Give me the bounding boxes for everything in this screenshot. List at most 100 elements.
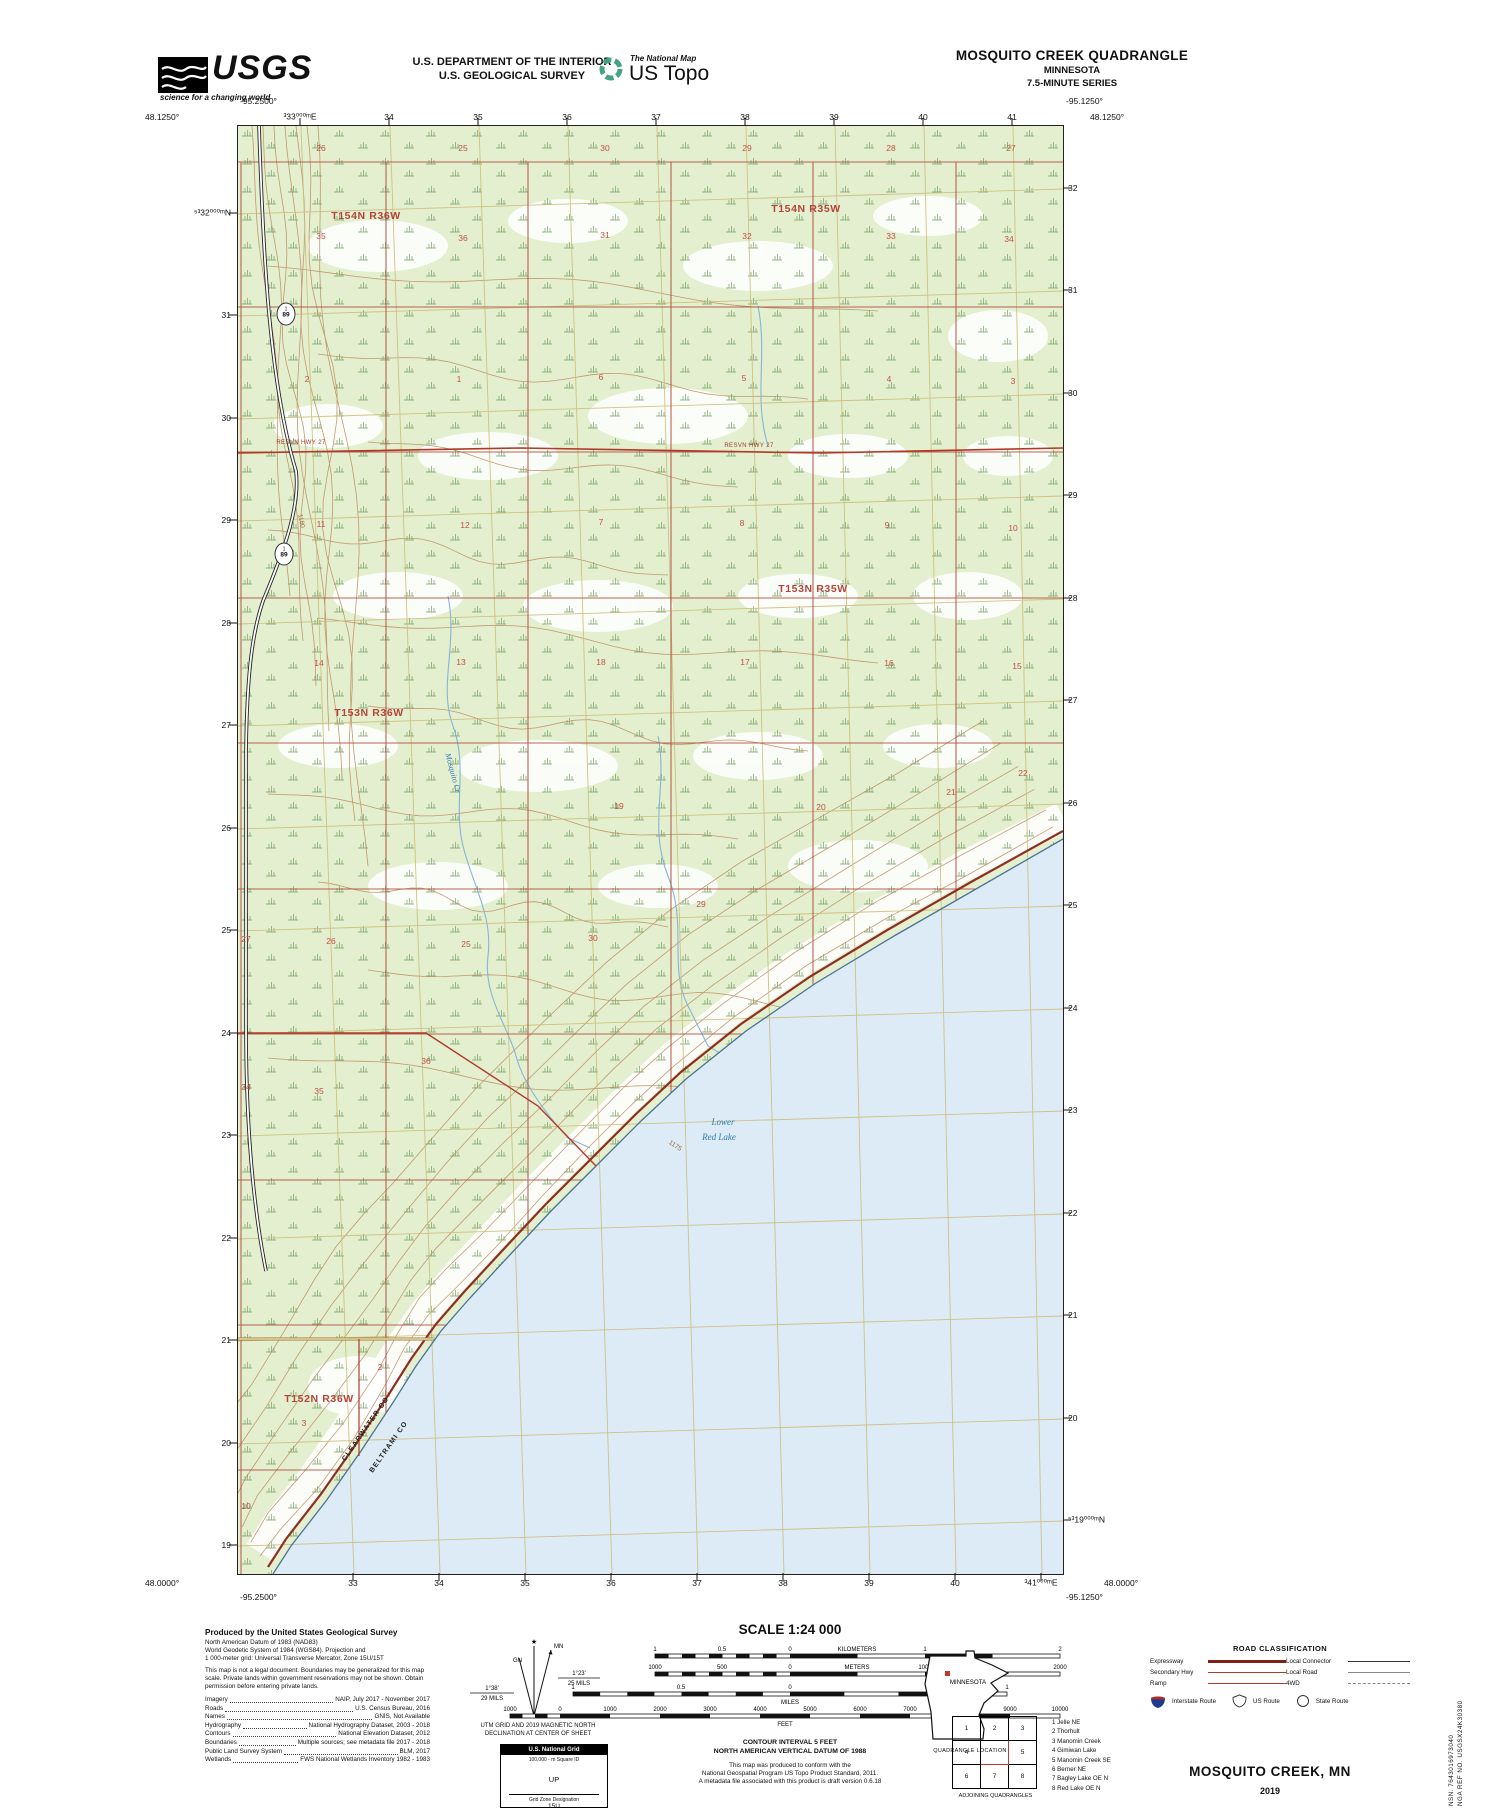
svg-text:1000: 1000 xyxy=(603,1707,617,1713)
section-number: 15 xyxy=(1012,661,1022,671)
declination-caption-line1: UTM GRID AND 2019 MAGNETIC NORTH xyxy=(480,1723,596,1729)
datum-line: 1 000-meter grid: Universal Transverse M… xyxy=(205,1655,384,1662)
adjoin-cell: 5 xyxy=(1008,1740,1037,1765)
section-number: 26 xyxy=(316,143,326,153)
standard-note-line: This map was produced to conform with th… xyxy=(729,1762,851,1769)
svg-text:MILES: MILES xyxy=(781,1700,799,1706)
grid-coordinate-label: ⁵³19⁰⁰⁰ᵐN xyxy=(1068,1514,1106,1525)
grid-coordinate-label: 24 xyxy=(1068,1003,1078,1013)
grid-coordinate-label: 21 xyxy=(221,1335,231,1345)
ustopo-name: US Topo xyxy=(629,62,710,85)
grid-coordinate-label: ³33⁰⁰⁰ᵐE xyxy=(283,111,317,122)
credit-leader xyxy=(229,1696,334,1704)
svg-text:0: 0 xyxy=(788,1665,792,1671)
usgs-tagline: science for a changing world xyxy=(160,93,271,102)
declination-diagram: ★ GN MN 1°38' 29 MILS 1°23' 25 MILS xyxy=(470,1638,600,1717)
township-label: T153N R36W xyxy=(334,707,404,719)
adjoining-quad-name: 6 Berner NE xyxy=(1052,1766,1087,1774)
roadclass-label: Secondary Hwy xyxy=(1150,1669,1194,1676)
svg-text:9000: 9000 xyxy=(1003,1707,1017,1713)
credit-leader xyxy=(233,1756,299,1764)
standard-note-line: A metadata file associated with this pro… xyxy=(698,1778,882,1786)
grid-coordinate-label: ⁵³32⁰⁰⁰ᵐN xyxy=(193,207,231,218)
water-name-label: Lower xyxy=(711,1117,735,1127)
adjoining-quad-name: 4 Gimiwan Lake xyxy=(1052,1747,1097,1755)
section-number: 12 xyxy=(460,520,470,530)
svg-text:3000: 3000 xyxy=(703,1707,717,1713)
section-number: 13 xyxy=(456,657,466,667)
usng-title: U.S. National Grid xyxy=(501,1745,607,1755)
credit-row: Public Land Survey System BLM, 2017 xyxy=(205,1748,430,1757)
credit-leader xyxy=(243,1722,307,1729)
magnetic-north-label: MN xyxy=(554,1644,563,1650)
gn-mils: 29 MILS xyxy=(481,1696,503,1702)
svg-text:1000: 1000 xyxy=(648,1665,662,1671)
grid-coordinate-label: 29 xyxy=(221,515,231,525)
grid-coordinate-label: 39 xyxy=(864,1578,874,1588)
route-number-top: 1 xyxy=(284,306,288,312)
section-number: 27 xyxy=(241,934,251,944)
section-number: 9 xyxy=(884,520,890,530)
us-route-shield-icon xyxy=(1232,1694,1247,1708)
section-number: 27 xyxy=(1006,143,1016,153)
grid-coordinate-label: 20 xyxy=(1068,1413,1078,1423)
road-shore-highway xyxy=(267,830,1063,1568)
svg-text:1: 1 xyxy=(653,1647,657,1653)
route-number: 89 xyxy=(282,311,290,318)
source-credits: Imagery NAIP, July 2017 - November 2017 Ro… xyxy=(205,1696,430,1765)
grid-coordinate-label: 30 xyxy=(1068,388,1078,398)
usgs-logo: USGS science for a changing world xyxy=(158,49,348,107)
section-number: 31 xyxy=(600,230,610,240)
adjoining-quad-name: 3 Manomin Creek xyxy=(1052,1737,1101,1745)
state-route-label: State Route xyxy=(1315,1697,1349,1705)
section-number: 29 xyxy=(742,143,752,153)
section-number: 10 xyxy=(241,1501,251,1511)
section-number: 25 xyxy=(458,143,468,153)
section-number: 33 xyxy=(886,231,896,241)
grid-coordinate-label: 38 xyxy=(778,1578,788,1588)
grid-coordinate-label: 38 xyxy=(740,112,750,122)
section-number: 7 xyxy=(598,517,604,527)
credit-leader xyxy=(225,1705,354,1712)
section-number: 1 xyxy=(456,374,462,384)
grid-coordinate-label: 28 xyxy=(221,618,231,628)
interstate-route-label: Interstate Route xyxy=(1172,1697,1217,1705)
dept-line2: U.S. GEOLOGICAL SURVEY xyxy=(438,70,586,82)
credit-value: FWS National Wetlands Inventory 1982 - 1… xyxy=(300,1756,430,1764)
adjoin-cell: 3 xyxy=(1008,1716,1037,1741)
sheet-year: 2019 xyxy=(1259,1786,1281,1796)
grid-coordinate-label: 21 xyxy=(1068,1310,1078,1320)
usng-square-id-label: 100,000 - m Square ID xyxy=(528,1757,580,1763)
gn-angle: 1°38' xyxy=(485,1686,499,1692)
wetland-pattern xyxy=(238,126,1063,1574)
grid-coordinate-label: 40 xyxy=(950,1578,960,1588)
section-number: 25 xyxy=(461,939,471,949)
datum-lines: North American Datum of 1983 (NAD83) Worl… xyxy=(205,1639,430,1663)
department-heading: U.S. DEPARTMENT OF THE INTERIOR U.S. GEO… xyxy=(392,55,632,83)
nsn-code: NSN. 7643016973040 xyxy=(1448,1734,1455,1806)
grid-coordinate-label: 26 xyxy=(1068,798,1078,808)
svg-text:1000: 1000 xyxy=(503,1707,517,1713)
true-north-star: ★ xyxy=(531,1638,537,1646)
credit-row: Contours National Elevation Dataset, 2012 xyxy=(205,1730,430,1739)
grid-coordinate-label: 22 xyxy=(1068,1208,1078,1218)
contour-note-line2: NORTH AMERICAN VERTICAL DATUM OF 1988 xyxy=(713,1748,867,1755)
section-number: 36 xyxy=(458,233,468,243)
credit-value: GNIS, Not Available xyxy=(374,1713,430,1721)
usgs-wave-icon xyxy=(158,57,208,93)
svg-text:KILOMETERS: KILOMETERS xyxy=(838,1647,877,1653)
usgs-acronym: USGS xyxy=(212,49,313,87)
svg-text:2000: 2000 xyxy=(653,1707,667,1713)
datum-line: North American Datum of 1983 (NAD83) xyxy=(205,1639,318,1646)
township-label: T153N R35W xyxy=(778,583,848,595)
quad-location-marker xyxy=(945,1671,950,1676)
us-route-label: US Route xyxy=(1253,1697,1280,1705)
ustopo-logo: The National Map US Topo xyxy=(596,52,746,98)
section-number: 28 xyxy=(886,143,896,153)
roadclass-label: Ramp xyxy=(1150,1680,1167,1687)
roadclass-line-sample xyxy=(1348,1661,1410,1662)
section-number: 3 xyxy=(1010,376,1016,386)
svg-text:2: 2 xyxy=(1058,1647,1062,1653)
section-number: 30 xyxy=(600,143,610,153)
